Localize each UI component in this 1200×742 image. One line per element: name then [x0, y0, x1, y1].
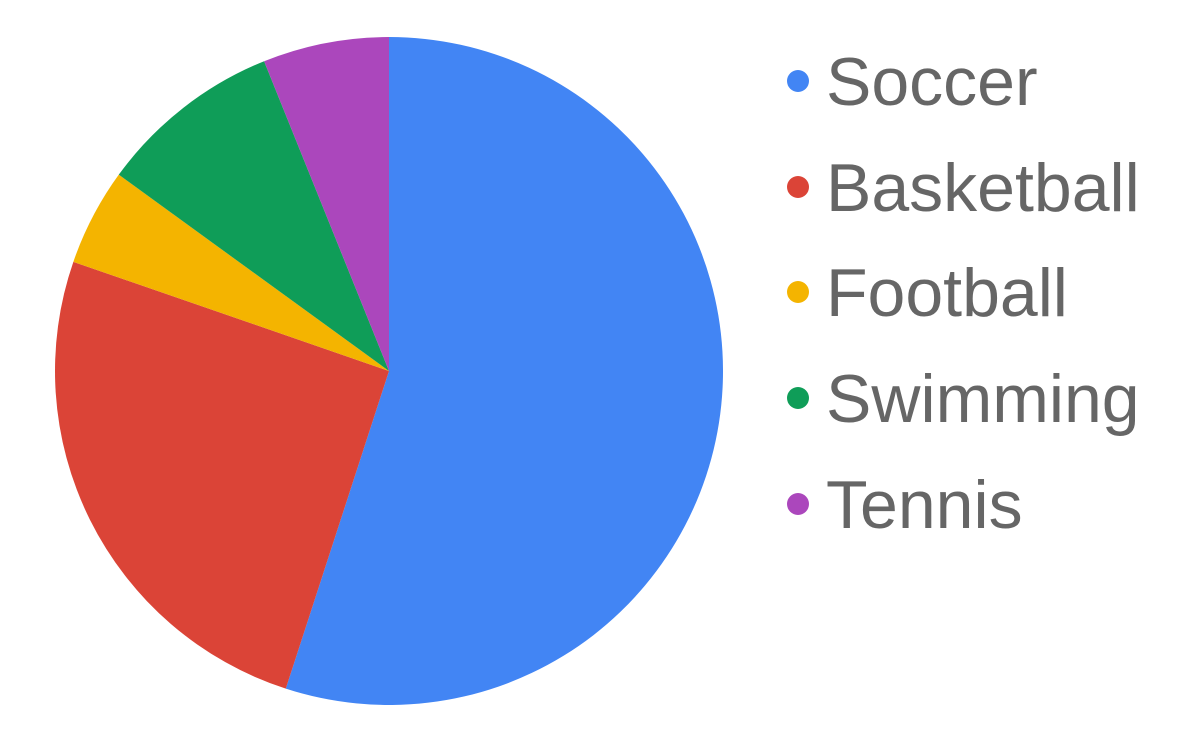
pie-slice-basketball[interactable] — [55, 261, 389, 689]
legend-label-soccer: Soccer — [826, 44, 1038, 120]
legend-swatch-tennis — [787, 493, 809, 515]
pie-slice-football[interactable] — [73, 174, 389, 371]
legend-label-swimming: Swimming — [826, 361, 1140, 437]
legend-swatch-football — [787, 281, 809, 303]
legend-label-basketball: Basketball — [826, 150, 1140, 226]
legend-item-basketball[interactable]: Basketball — [787, 150, 1140, 226]
pie-slice-tennis[interactable] — [264, 37, 389, 371]
pie-slice-swimming[interactable] — [118, 61, 389, 371]
legend-label-tennis: Tennis — [826, 467, 1023, 543]
legend-swatch-swimming — [787, 387, 809, 409]
legend: Soccer Basketball Football Swimming Tenn… — [787, 44, 1140, 543]
legend-item-swimming[interactable]: Swimming — [787, 361, 1140, 437]
legend-swatch-basketball — [787, 176, 809, 198]
legend-item-soccer[interactable]: Soccer — [787, 44, 1038, 120]
legend-item-tennis[interactable]: Tennis — [787, 467, 1023, 543]
legend-label-football: Football — [826, 255, 1068, 331]
pie-slice-soccer[interactable] — [285, 37, 724, 706]
pie-slices — [55, 37, 724, 706]
legend-swatch-soccer — [787, 70, 809, 92]
legend-item-football[interactable]: Football — [787, 255, 1068, 331]
